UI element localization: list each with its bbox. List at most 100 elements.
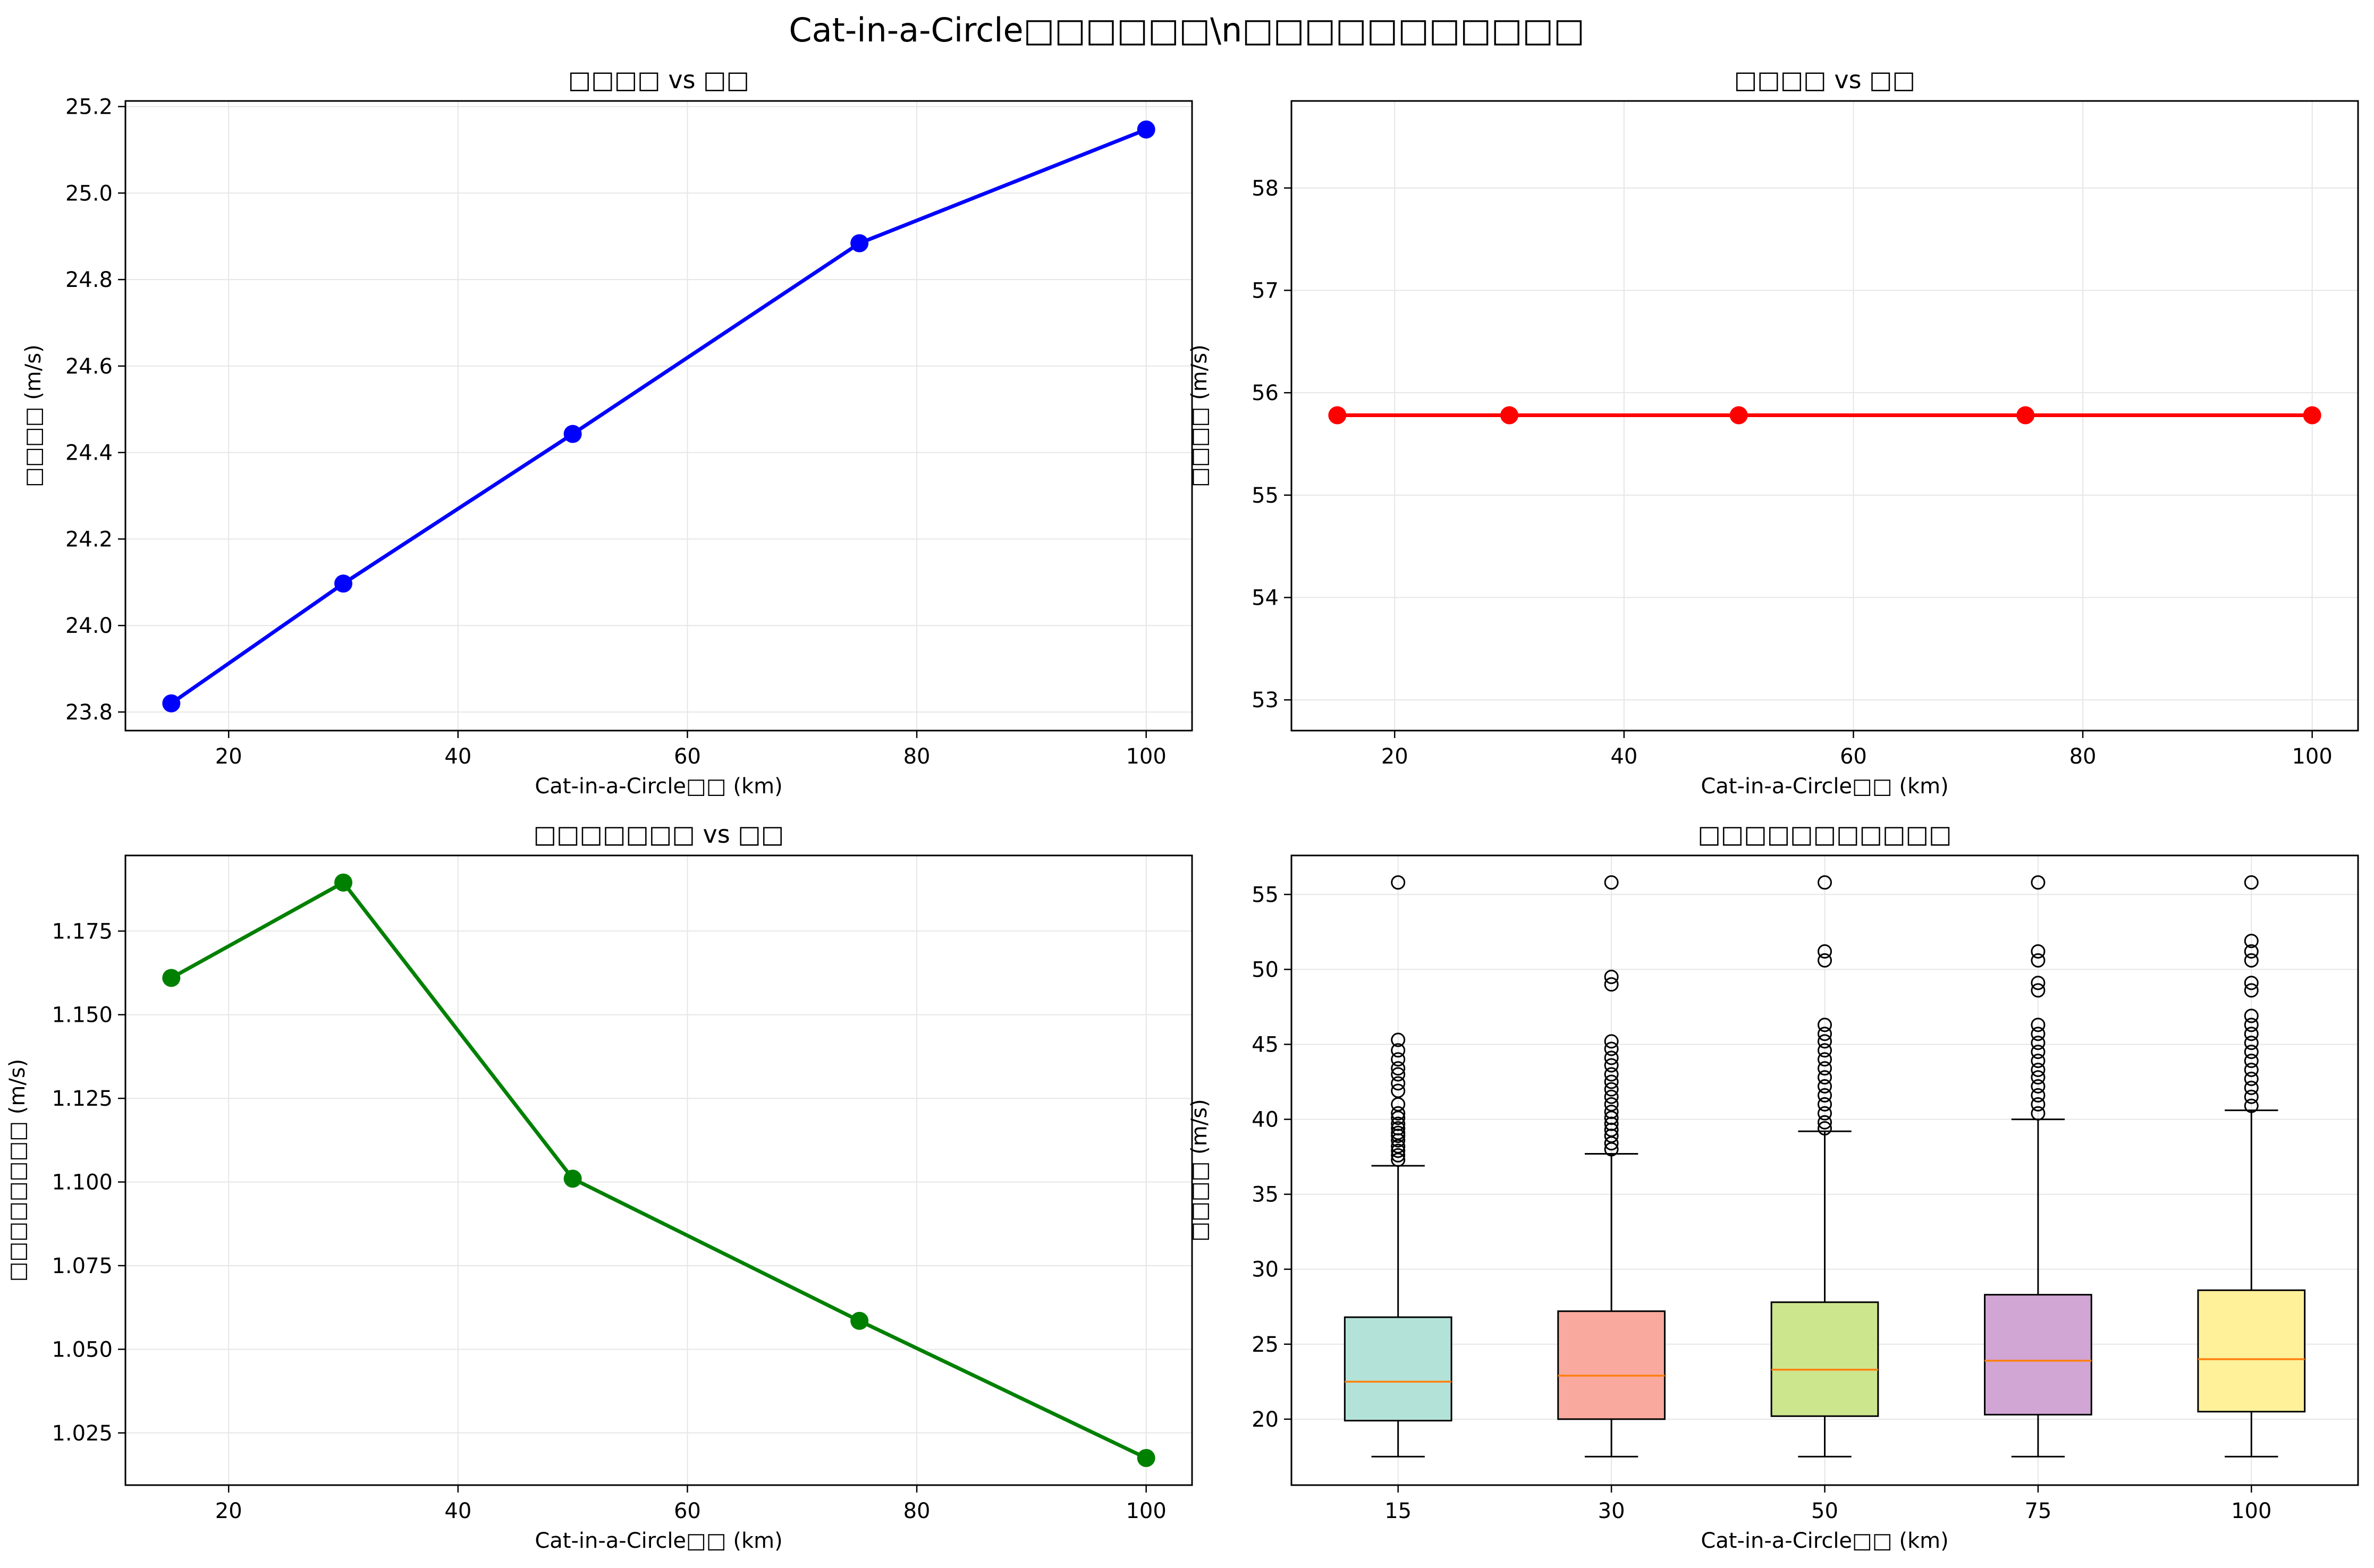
x-tick-label: 100 xyxy=(2231,1499,2271,1523)
data-point xyxy=(1137,120,1155,139)
data-point xyxy=(1729,406,1748,425)
series-line xyxy=(170,880,1147,1460)
subplot-4: 15 30 50 75 100 20 25 30 35 40 45 50 55 □□□□□□□□□□□ Ca… xyxy=(1187,820,2359,1553)
outlier-point xyxy=(1604,1050,1619,1065)
outlier-point xyxy=(2244,934,2259,948)
data-point xyxy=(850,234,869,252)
data-point xyxy=(850,1311,869,1330)
outlier-point xyxy=(1604,1041,1619,1056)
outlier-point xyxy=(1818,1115,1832,1130)
y-tick-label: 24.6 xyxy=(65,354,113,379)
data-point xyxy=(1328,406,1347,425)
outlier-point xyxy=(2244,1071,2259,1086)
data-point xyxy=(162,694,181,713)
outlier-point xyxy=(1818,1061,1832,1076)
outlier-point xyxy=(1391,1125,1406,1140)
data-point xyxy=(334,874,353,892)
y-tick-label: 53 xyxy=(1252,688,1279,713)
outlier-point xyxy=(1391,1083,1406,1098)
outlier-point xyxy=(2244,1098,2259,1113)
outlier-point xyxy=(1391,1106,1406,1121)
outlier-point xyxy=(1391,1061,1406,1076)
box-body xyxy=(1984,1294,2092,1416)
box-body xyxy=(1770,1301,1879,1417)
x-tick-label: 60 xyxy=(1840,744,1867,769)
outlier-point xyxy=(1391,1143,1406,1158)
y-tick-label: 1.075 xyxy=(52,1254,113,1278)
y-axis-label: □□□□ (m/s) xyxy=(21,344,46,487)
outlier-point xyxy=(1818,944,1832,959)
outlier-point xyxy=(1818,875,1832,890)
outlier-point xyxy=(2244,1080,2259,1095)
subplot-2: 20 40 60 80 100 53 54 55 56 57 58 □□□□ vs □□ Cat-in-… xyxy=(1187,65,2359,799)
y-tick-label: 1.100 xyxy=(52,1171,113,1195)
y-tick-label: 25.0 xyxy=(65,181,113,206)
outlier-point xyxy=(2244,976,2259,990)
outlier-point xyxy=(1818,1018,1832,1032)
outlier-point xyxy=(1818,1079,1832,1094)
outlier-point xyxy=(1391,1067,1406,1082)
x-tick-label: 40 xyxy=(444,1499,471,1523)
box-body xyxy=(1557,1310,1666,1420)
y-tick-label: 1.150 xyxy=(52,1003,113,1028)
outlier-point xyxy=(1818,1034,1832,1049)
outlier-point xyxy=(1604,1097,1619,1112)
x-tick-label: 60 xyxy=(674,744,701,769)
data-point xyxy=(334,574,353,593)
outlier-point xyxy=(2031,944,2046,959)
y-tick-label: 25.2 xyxy=(65,95,113,120)
outlier-point xyxy=(2031,1070,2046,1085)
outlier-point xyxy=(1604,1067,1619,1082)
box-body xyxy=(1344,1316,1452,1422)
subplot-title: □□□□ vs □□ xyxy=(568,65,749,94)
axes-frame xyxy=(1290,854,2359,1486)
x-tick-label: 100 xyxy=(1126,1499,1166,1523)
outlier-point xyxy=(1818,953,1832,968)
y-tick-label: 56 xyxy=(1252,381,1279,405)
axes-frame xyxy=(124,854,1193,1486)
data-point xyxy=(2016,406,2035,425)
outlier-point xyxy=(1391,1116,1406,1131)
subplots: 20 40 60 80 100 23.8 24.0 24.2 24.4 24.6 24.8 25.0 2… xyxy=(5,65,2359,1553)
y-tick-label: 1.175 xyxy=(52,919,113,944)
x-axis-label: Cat-in-a-Circle□□ (km) xyxy=(1701,774,1948,799)
outlier-point xyxy=(2244,1045,2259,1060)
outlier-point xyxy=(1818,1052,1832,1067)
outlier-point xyxy=(1391,1148,1406,1163)
y-tick-label: 20 xyxy=(1252,1408,1279,1432)
outlier-point xyxy=(1818,1106,1832,1121)
box-100 xyxy=(2197,875,2306,1457)
y-tick-label: 1.025 xyxy=(52,1421,113,1446)
y-tick-label: 24.8 xyxy=(65,268,113,292)
x-tick-label: 20 xyxy=(215,1499,242,1523)
outlier-point xyxy=(2031,1045,2046,1060)
y-tick-label: 1.125 xyxy=(52,1087,113,1111)
outlier-point xyxy=(1604,875,1619,890)
x-axis-label: Cat-in-a-Circle□□ (km) xyxy=(1701,1529,1948,1553)
y-tick-label: 35 xyxy=(1252,1183,1279,1207)
outlier-point xyxy=(2031,1062,2046,1077)
outlier-point xyxy=(1604,1034,1619,1049)
data-point xyxy=(563,1169,582,1188)
outlier-point xyxy=(1604,977,1619,992)
y-tick-label: 45 xyxy=(1252,1033,1279,1057)
y-tick-label: 1.050 xyxy=(52,1337,113,1362)
data-point xyxy=(1137,1448,1155,1467)
y-tick-label: 54 xyxy=(1252,586,1279,611)
outlier-point xyxy=(1391,1032,1406,1047)
box-50 xyxy=(1770,875,1879,1457)
x-tick-label: 100 xyxy=(2292,744,2332,769)
x-tick-label: 20 xyxy=(1381,744,1408,769)
outlier-point xyxy=(2244,1062,2259,1077)
outlier-point xyxy=(2031,1088,2046,1103)
axes-frame xyxy=(124,100,1193,732)
y-tick-label: 25 xyxy=(1252,1333,1279,1357)
x-tick-label: 15 xyxy=(1384,1499,1412,1523)
outlier-point xyxy=(1391,1121,1406,1135)
x-tick-label: 20 xyxy=(215,744,242,769)
x-tick-label: 40 xyxy=(444,744,471,769)
outlier-point xyxy=(1818,1070,1832,1085)
x-tick-label: 100 xyxy=(1126,744,1166,769)
data-point xyxy=(563,425,582,443)
box-body xyxy=(2197,1289,2306,1413)
